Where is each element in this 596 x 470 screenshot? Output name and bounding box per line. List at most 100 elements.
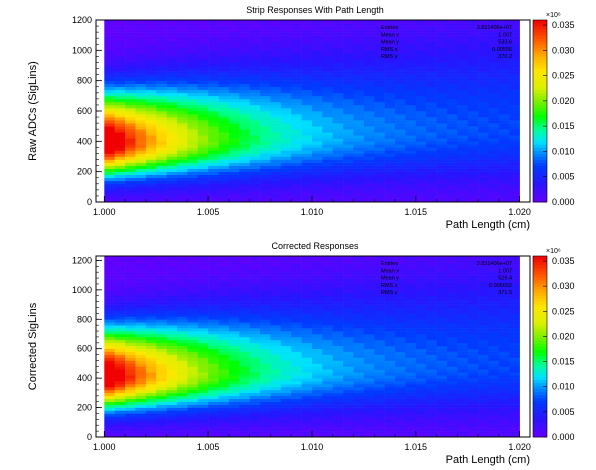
heatmap-cell	[145, 62, 157, 66]
heatmap-cell	[166, 147, 178, 151]
heatmap-cell	[166, 89, 178, 94]
heatmap-cell	[374, 117, 385, 121]
heatmap-cell	[125, 41, 136, 45]
heatmap-cell	[114, 263, 126, 267]
heatmap-cell	[509, 189, 520, 194]
heatmap-cell	[156, 331, 167, 335]
heatmap-cell	[156, 156, 167, 160]
heatmap-cell	[114, 401, 126, 405]
heatmap-cell	[343, 168, 354, 172]
heatmap-cell	[426, 156, 437, 160]
heatmap-cell	[415, 65, 427, 69]
heatmap-cell	[197, 95, 209, 100]
heatmap-cell	[301, 120, 313, 124]
heatmap-cell	[446, 272, 458, 276]
heatmap-cell	[208, 298, 219, 302]
heatmap-cell	[176, 195, 188, 200]
heatmap-cell	[498, 126, 510, 130]
heatmap-cell	[457, 316, 468, 320]
heatmap-cell	[280, 386, 292, 391]
heatmap-cell	[363, 260, 375, 264]
heatmap-cell	[436, 281, 448, 285]
heatmap-cell	[187, 389, 199, 394]
heatmap-cell	[104, 295, 115, 299]
heatmap-cell	[135, 328, 147, 332]
heatmap-cell	[374, 269, 385, 273]
heatmap-cell	[405, 56, 417, 60]
color-bar-segment	[533, 180, 547, 185]
heatmap-cell	[135, 375, 147, 379]
heatmap-cell	[436, 56, 448, 60]
heatmap-cell	[478, 357, 489, 361]
heatmap-cell	[270, 372, 282, 376]
heatmap-cell	[426, 351, 437, 355]
heatmap-cell	[239, 392, 250, 397]
heatmap-cell	[384, 419, 396, 423]
heatmap-cell	[353, 177, 365, 182]
heatmap-cell	[395, 404, 406, 408]
heatmap-cell	[156, 126, 167, 130]
heatmap-cell	[509, 180, 520, 185]
heatmap-cell	[145, 120, 157, 124]
heatmap-cell	[249, 357, 261, 361]
heatmap-cell	[446, 126, 458, 130]
heatmap-cell	[156, 150, 167, 154]
heatmap-cell	[228, 23, 240, 27]
heatmap-cell	[395, 401, 406, 405]
heatmap-cell	[498, 378, 510, 382]
heatmap-cell	[509, 150, 520, 154]
heatmap-cell	[114, 257, 126, 261]
heatmap-cell	[187, 59, 199, 63]
heatmap-cell	[436, 165, 448, 169]
heatmap-cell	[104, 256, 115, 258]
heatmap-cell	[467, 50, 479, 54]
heatmap-cell	[498, 363, 510, 367]
heatmap-cell	[270, 117, 282, 121]
heatmap-cell	[415, 363, 427, 367]
heatmap-cell	[270, 434, 282, 438]
heatmap-cell	[322, 117, 334, 121]
heatmap-cell	[187, 147, 199, 151]
heatmap-cell	[498, 123, 510, 127]
heatmap-cell	[478, 126, 489, 130]
heatmap-cell	[395, 257, 406, 261]
heatmap-cell	[332, 123, 344, 127]
heatmap-cell	[343, 384, 354, 388]
heatmap-cell	[187, 98, 199, 103]
heatmap-cell	[509, 156, 520, 160]
heatmap-cell	[218, 281, 230, 285]
heatmap-cell	[197, 434, 209, 438]
heatmap-cell	[374, 413, 385, 417]
heatmap-cell	[436, 272, 448, 276]
heatmap-cell	[260, 95, 271, 100]
heatmap-cell	[208, 269, 219, 273]
heatmap-cell	[478, 256, 489, 258]
heatmap-cell	[426, 153, 437, 157]
heatmap-cell	[478, 104, 489, 109]
heatmap-cell	[228, 195, 240, 200]
heatmap-cell	[135, 114, 147, 118]
heatmap-cell	[332, 138, 344, 142]
heatmap-cell	[176, 378, 188, 382]
heatmap-cell	[467, 345, 479, 349]
heatmap-cell	[436, 123, 448, 127]
heatmap-cell	[374, 313, 385, 317]
heatmap-cell	[228, 260, 240, 264]
heatmap-cell	[467, 135, 479, 139]
heatmap-cell	[145, 156, 157, 160]
color-bar-segment	[533, 65, 547, 69]
heatmap-cell	[249, 50, 261, 54]
heatmap-cell	[208, 322, 219, 326]
heatmap-cell	[446, 360, 458, 364]
heatmap-cell	[135, 101, 147, 106]
heatmap-cell	[311, 283, 323, 288]
heatmap-cell	[239, 195, 250, 200]
heatmap-cell	[249, 431, 261, 435]
heatmap-cell	[467, 386, 479, 391]
heatmap-cell	[478, 177, 489, 182]
heatmap-cell	[208, 336, 219, 341]
heatmap-cell	[270, 147, 282, 151]
heatmap-cell	[353, 171, 365, 175]
heatmap-cell	[166, 322, 178, 326]
x-tick-label: 1.005	[197, 207, 220, 217]
